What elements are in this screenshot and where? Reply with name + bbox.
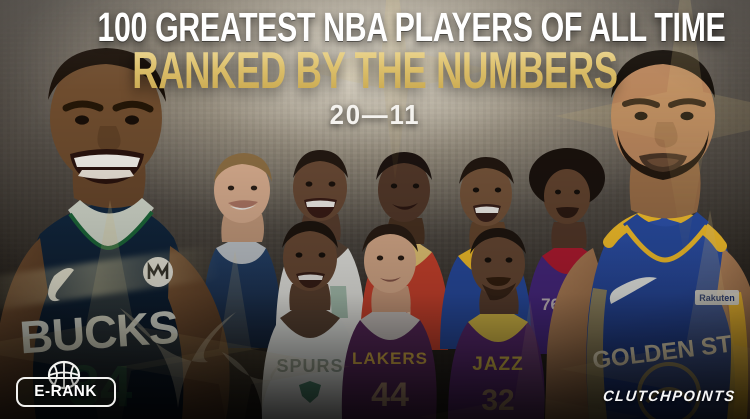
- basketball-icon: [47, 360, 81, 389]
- erank-logo[interactable]: E-RANK: [16, 359, 116, 411]
- clutchpoints-watermark: CLUTCHPOINTS: [602, 388, 737, 405]
- erank-label: E-RANK: [34, 383, 98, 400]
- erank-badge: E-RANK: [16, 377, 116, 407]
